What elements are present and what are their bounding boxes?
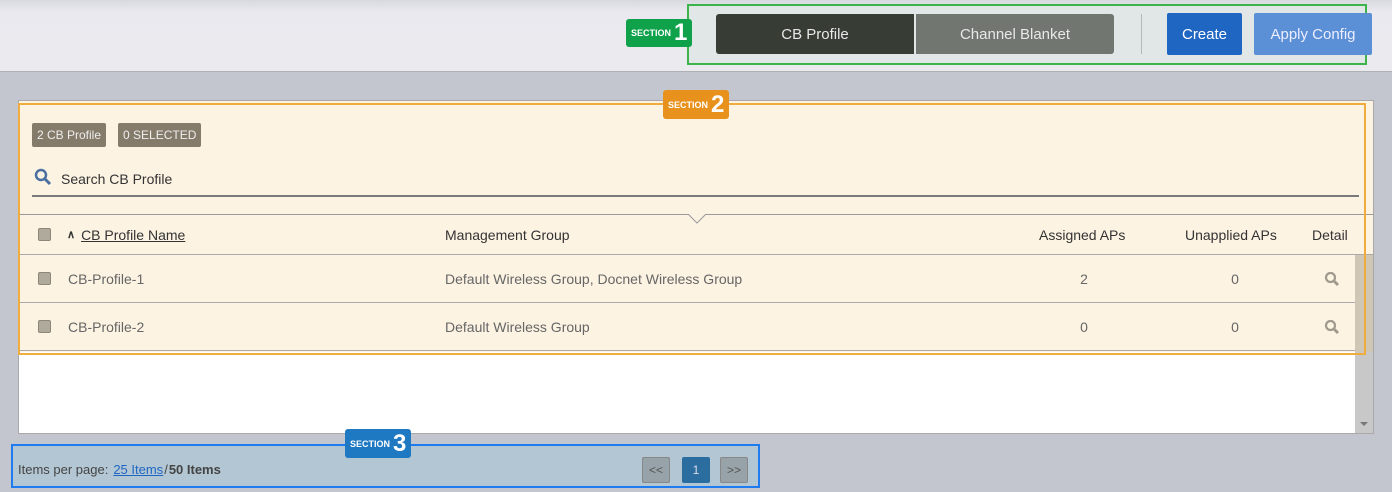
- create-button[interactable]: Create: [1167, 13, 1242, 55]
- management-group: Default Wireless Group: [445, 318, 590, 335]
- items-per-page-label: Items per page:: [18, 462, 109, 477]
- per-page-link[interactable]: 25 Items: [113, 462, 164, 477]
- row-checkbox[interactable]: [38, 272, 51, 285]
- section-3-label: SECTION 3: [345, 429, 412, 458]
- row-checkbox[interactable]: [38, 320, 51, 333]
- magnifier-icon: [1324, 271, 1340, 286]
- column-header-detail: Detail: [1312, 226, 1348, 243]
- column-header-unapplied: Unapplied APs: [1185, 226, 1277, 243]
- table-header: ∧ CB Profile Name Management Group Assign…: [19, 215, 1373, 255]
- tab-label: CB Profile: [781, 25, 849, 43]
- unapplied-aps: 0: [1231, 270, 1239, 287]
- tab-channel-blanket[interactable]: Channel Blanket: [916, 14, 1114, 54]
- page-1-button[interactable]: 1: [682, 457, 710, 483]
- unapplied-aps: 0: [1231, 318, 1239, 335]
- tab-label: Channel Blanket: [959, 25, 1071, 43]
- separator: /: [164, 462, 168, 477]
- profile-name: CB-Profile-2: [68, 318, 145, 335]
- search-icon: [34, 168, 52, 186]
- items-per-page: Items per page: 25 Items/ 50 Items: [18, 462, 221, 477]
- assigned-aps: 0: [1080, 318, 1088, 335]
- section-text: SECTION: [668, 99, 709, 110]
- apply-config-button[interactable]: Apply Config: [1254, 13, 1372, 55]
- column-header-name: CB Profile Name: [81, 226, 186, 243]
- section-number: 1: [674, 19, 688, 46]
- table-row[interactable]: CB-Profile-1 Default Wireless Group, Doc…: [19, 255, 1355, 303]
- management-group: Default Wireless Group, Docnet Wireless …: [445, 270, 743, 287]
- chevron-up-icon: ∧: [67, 229, 76, 241]
- select-all-checkbox[interactable]: [38, 228, 51, 241]
- section-2-outline: [18, 103, 1366, 355]
- section-2-label: SECTION 2: [663, 90, 730, 119]
- assigned-aps: 2: [1080, 270, 1088, 287]
- detail-button[interactable]: [1324, 303, 1340, 350]
- total-items: 50 Items: [168, 462, 221, 477]
- count-badge: 2 CB Profile: [32, 123, 107, 147]
- search-placeholder: Search CB Profile: [61, 171, 173, 187]
- column-header-assigned: Assigned APs: [1039, 226, 1126, 243]
- next-page-button[interactable]: >>: [720, 457, 748, 483]
- column-header-group: Management Group: [445, 226, 570, 243]
- section-number: 2: [711, 90, 725, 118]
- chevron-down-icon: [687, 214, 707, 224]
- scroll-down-arrow[interactable]: [1360, 422, 1368, 426]
- magnifier-icon: [1324, 319, 1340, 334]
- cb-profile-list-panel: 2 CB Profile 0 SELECTED Search CB Profil…: [18, 100, 1374, 434]
- tab-cb-profile[interactable]: CB Profile: [716, 14, 914, 54]
- table-row[interactable]: CB-Profile-2 Default Wireless Group 0 0: [19, 303, 1355, 351]
- section-text: SECTION: [631, 28, 672, 38]
- selected-badge: 0 SELECTED: [118, 123, 202, 147]
- section-number: 3: [393, 429, 407, 457]
- section-1-label: SECTION 1: [626, 19, 693, 47]
- sort-name-header[interactable]: ∧ CB Profile Name: [67, 215, 185, 254]
- prev-page-button[interactable]: <<: [642, 457, 670, 483]
- profile-name: CB-Profile-1: [68, 270, 145, 287]
- detail-button[interactable]: [1324, 255, 1340, 302]
- button-label: Create: [1181, 25, 1228, 43]
- list-area: [19, 101, 1373, 352]
- section-text: SECTION: [350, 438, 391, 449]
- button-label: Apply Config: [1270, 25, 1356, 43]
- divider: [1141, 14, 1142, 54]
- search-field[interactable]: Search CB Profile: [32, 163, 1359, 197]
